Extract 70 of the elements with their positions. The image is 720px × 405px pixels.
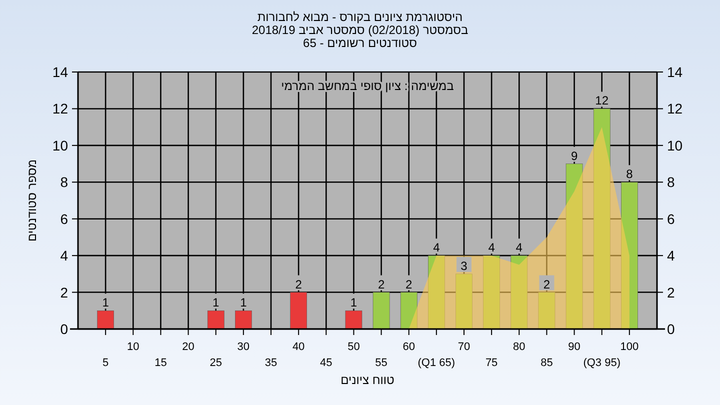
y-tick-label: 0 <box>60 321 68 337</box>
data-label: 4 <box>488 240 496 255</box>
y-axis-title: מספר סטודנטים <box>25 159 39 242</box>
x-tick-label: 25 <box>210 357 222 369</box>
y2-tick-label: 10 <box>667 137 683 154</box>
data-label: 1 <box>350 296 358 310</box>
x-tick-label: 100 <box>620 341 639 353</box>
data-label: 2 <box>378 277 385 292</box>
y2-tick-label: 0 <box>667 321 675 337</box>
y-tick-label: 6 <box>60 210 68 227</box>
data-label: 9 <box>570 148 578 163</box>
bar <box>207 310 224 330</box>
y2-tick-label: 4 <box>667 248 675 264</box>
data-label: 2 <box>543 277 550 292</box>
x-tick-label: 20 <box>182 341 194 353</box>
bar <box>97 310 114 330</box>
x-tick-label: 10 <box>127 341 140 353</box>
bar <box>372 292 390 330</box>
chart-subtitle: בסמסטר (02/2018) סמסטר אביב 2018/19 סטודנטים רשומים - 65 <box>252 23 468 50</box>
bar <box>621 182 638 330</box>
y2-tick-label: 6 <box>667 210 675 227</box>
bar <box>456 274 472 330</box>
bar <box>538 292 556 330</box>
x-tick-label: 90 <box>568 341 580 353</box>
bar <box>290 292 307 330</box>
x-tick-label: 35 <box>264 357 278 369</box>
bar <box>593 108 610 330</box>
bar <box>235 310 252 330</box>
bar <box>400 292 418 330</box>
y-tick-label: 12 <box>52 100 68 117</box>
chart-title: היסטוגרמת ציונים בקורס - מבוא לחבורות <box>257 10 463 24</box>
data-label: 2 <box>406 277 413 292</box>
data-label: 3 <box>460 258 468 273</box>
x-tick-label: 50 <box>348 341 360 353</box>
x-tick-label: 75 <box>485 357 498 369</box>
y-tick-label: 10 <box>52 137 68 154</box>
x-axis-title: טווח ציונים <box>340 373 395 387</box>
x-tick-label: 70 <box>458 341 470 353</box>
bar <box>566 164 583 330</box>
x-tick-label: 60 <box>402 341 415 353</box>
x-tick-label: 40 <box>292 341 305 353</box>
x-tick-label: (Q3 95) <box>583 357 621 369</box>
data-label: 4 <box>516 240 523 255</box>
data-label: 8 <box>626 167 634 182</box>
x-tick-label: 30 <box>237 341 250 353</box>
data-label: 1 <box>212 296 220 310</box>
x-tick-label: 55 <box>375 357 388 369</box>
y-tick-label: 2 <box>60 284 68 300</box>
y-tick-label: 14 <box>52 64 68 80</box>
data-label: 2 <box>295 277 302 292</box>
bar <box>483 255 500 330</box>
x-tick-label: (Q1 65) <box>418 357 456 369</box>
data-label: 12 <box>595 94 609 108</box>
x-tick-label: 5 <box>102 357 109 369</box>
y2-tick-label: 14 <box>667 64 683 80</box>
x-tick-label: 80 <box>513 341 526 353</box>
bar <box>345 310 362 330</box>
y2-tick-label: 12 <box>667 100 683 117</box>
bar <box>510 255 528 330</box>
bar <box>428 255 445 330</box>
x-tick-label: 45 <box>320 357 332 369</box>
y-tick-label: 8 <box>60 174 68 190</box>
y2-tick-label: 2 <box>667 284 675 300</box>
y2-tick-label: 8 <box>667 174 675 190</box>
y-tick-label: 4 <box>60 248 68 264</box>
data-label: 1 <box>102 296 110 310</box>
x-tick-label: 85 <box>540 357 553 369</box>
data-label: 1 <box>240 296 248 310</box>
x-tick-label: 15 <box>154 357 167 369</box>
data-label: 4 <box>433 240 440 255</box>
